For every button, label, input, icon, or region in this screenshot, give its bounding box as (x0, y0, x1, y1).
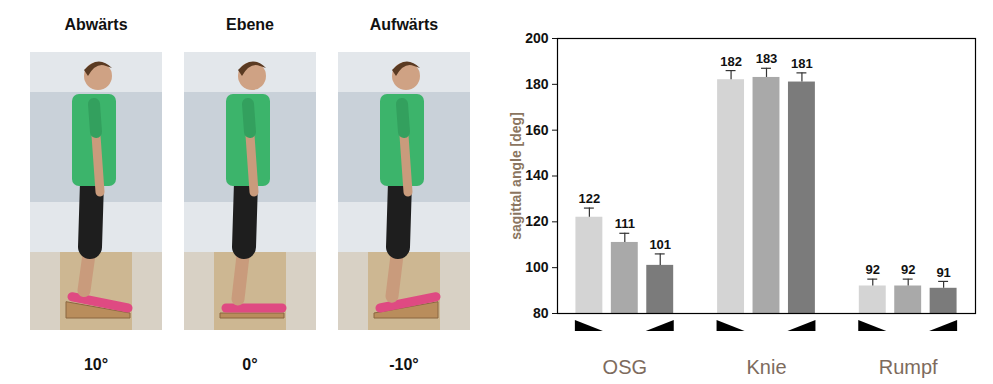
svg-text:10°: 10° (84, 356, 108, 373)
svg-text:OSG: OSG (603, 356, 647, 378)
svg-text:100: 100 (525, 259, 549, 275)
svg-text:122: 122 (579, 191, 601, 206)
svg-text:Aufwärts: Aufwärts (370, 16, 439, 33)
svg-text:183: 183 (756, 51, 778, 66)
svg-text:120: 120 (525, 213, 549, 229)
svg-text:101: 101 (649, 237, 671, 252)
svg-text:0°: 0° (242, 356, 257, 373)
svg-text:200: 200 (525, 30, 549, 46)
svg-text:182: 182 (720, 54, 742, 69)
svg-text:180: 180 (525, 76, 549, 92)
svg-text:140: 140 (525, 167, 549, 183)
svg-text:160: 160 (525, 122, 549, 138)
svg-text:Rumpf: Rumpf (879, 356, 938, 378)
svg-text:Knie: Knie (746, 356, 786, 378)
svg-text:181: 181 (791, 56, 813, 71)
svg-text:92: 92 (901, 262, 915, 277)
svg-text:111: 111 (615, 216, 635, 231)
svg-text:Abwärts: Abwärts (64, 16, 127, 33)
svg-text:91: 91 (936, 265, 950, 280)
svg-text:80: 80 (533, 305, 549, 321)
svg-text:sagittal angle [deg]: sagittal angle [deg] (508, 112, 524, 240)
svg-text:-10°: -10° (389, 356, 419, 373)
svg-text:92: 92 (866, 262, 880, 277)
svg-text:Ebene: Ebene (226, 16, 274, 33)
